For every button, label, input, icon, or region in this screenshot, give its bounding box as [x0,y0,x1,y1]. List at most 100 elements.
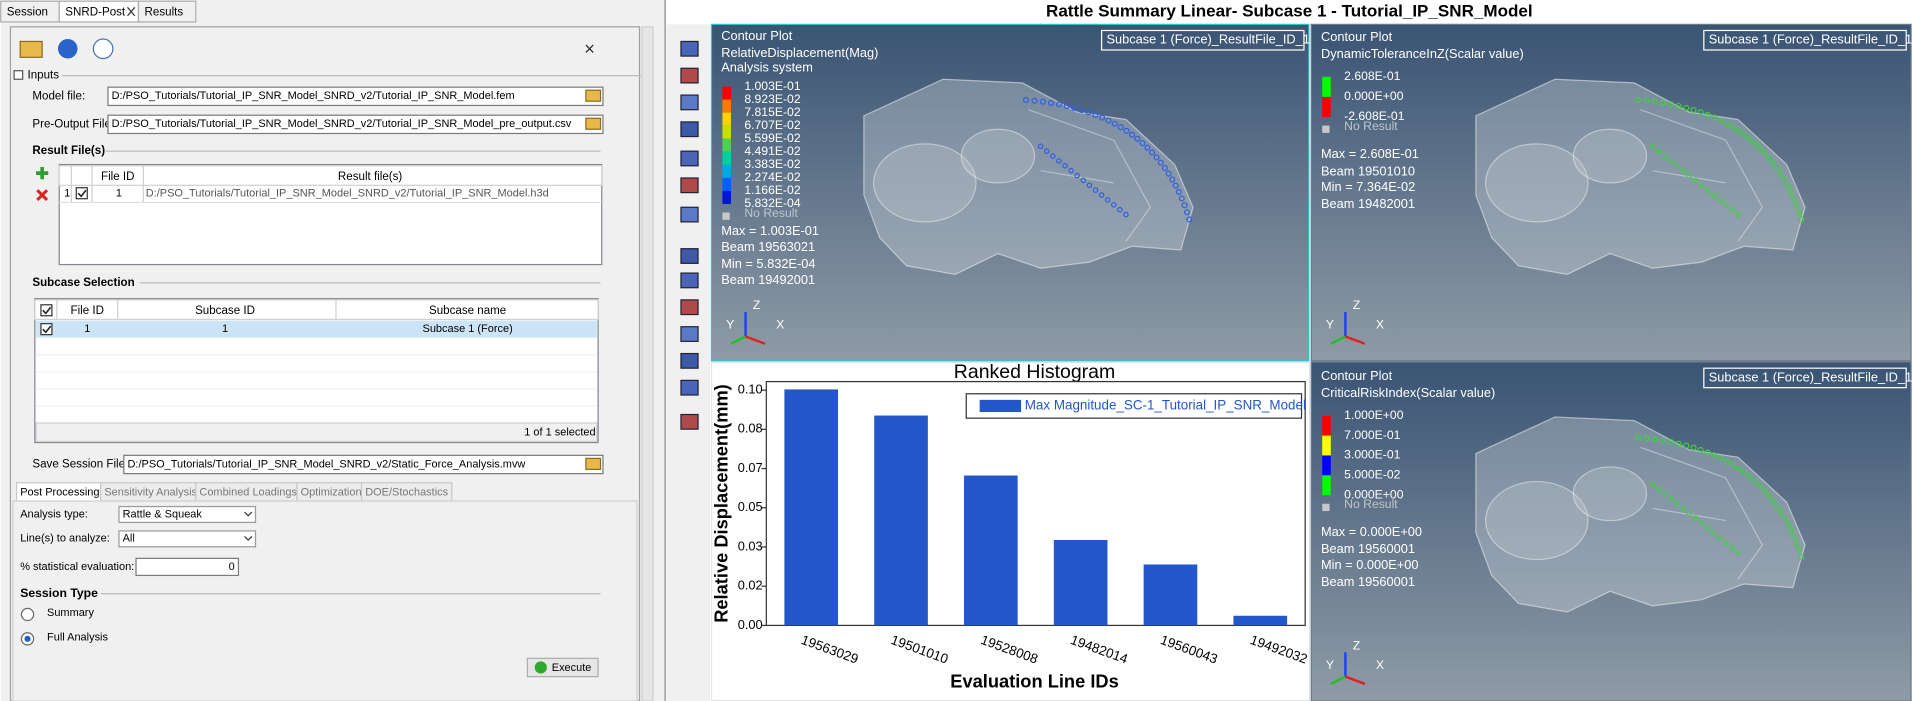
tool-icon[interactable] [680,206,699,223]
tab-label[interactable]: DOE/Stochastics [365,486,448,498]
dropdown[interactable] [118,505,257,524]
model-dot [1710,529,1717,536]
browse-icon[interactable] [585,89,602,102]
execute-button[interactable] [526,657,599,678]
tab-label[interactable]: Combined Loadings [199,486,297,498]
triad-label: X [1376,318,1384,332]
model-dot [1184,209,1191,216]
model-dot [1710,192,1717,198]
tool-icon[interactable] [680,67,699,84]
browse-icon[interactable] [585,457,602,470]
model-part [1640,109,1764,242]
checkbox[interactable] [40,323,53,336]
viewport-bg[interactable] [710,23,1310,362]
radio[interactable] [20,607,35,622]
tool-icon[interactable] [680,150,699,167]
viewport-bg[interactable] [1310,23,1912,362]
tab-label[interactable]: Post Processing [20,486,99,498]
legend-label: 3.000E-01 [1344,448,1400,462]
model-dot [1660,437,1667,444]
viewport-bg[interactable] [1310,361,1912,701]
model-dot [1761,487,1768,494]
model-dot [1080,177,1087,184]
checkbox[interactable] [75,187,88,200]
model-dot [1129,131,1136,138]
table-header [58,165,603,186]
model-dot [1735,465,1742,472]
tab-label[interactable]: Sensitivity Analysis [104,486,197,498]
tool-icon[interactable] [680,177,699,194]
selected-row[interactable] [36,320,597,338]
bar [1233,615,1288,626]
tab-label[interactable]: Session [7,6,48,18]
tab-label[interactable]: Results [145,6,184,18]
model-dot [1704,449,1711,456]
section-title: Result File(s) [32,145,105,157]
open-icon[interactable] [19,40,43,58]
collapse-box[interactable] [13,70,24,80]
model [1475,416,1806,613]
checkbox[interactable] [40,304,53,317]
legend-label: 7.815E-02 [744,105,800,119]
tool-icon[interactable] [680,326,699,342]
status: 1 of 1 selected [524,427,595,439]
tool-icon[interactable] [680,248,699,264]
tool-icon[interactable] [680,40,699,57]
legend-label: 7.000E-01 [1344,428,1400,442]
viewport: Subcase 1 (Force)_ResultFile_ID_1 Contour… [710,23,1310,362]
model-dot [1746,135,1753,142]
text-field[interactable] [107,86,604,107]
column-header: File ID [101,171,134,183]
model-dot [1123,211,1129,218]
model-dot [1098,192,1105,198]
model-dot [1175,188,1182,196]
tool-icon[interactable] [680,379,699,396]
bar [1143,564,1198,626]
dropdown[interactable] [118,530,257,548]
model-dot [1181,202,1188,209]
tool-icon[interactable] [680,121,699,138]
tool-icon[interactable] [680,94,699,111]
subcase-box [1100,29,1305,51]
model-dot [1634,434,1642,441]
subcase-box [1703,367,1907,389]
model-dot [1111,120,1118,127]
model-dot [1680,505,1686,512]
model-dot [1692,177,1699,184]
text-field[interactable] [135,557,240,577]
legend-label: 6.707E-02 [744,118,800,132]
model-dot [1643,435,1650,442]
y-tick-label: 0.05 [738,499,763,514]
help-icon[interactable] [58,39,78,59]
model-dot [1674,162,1680,169]
model-dot [1071,104,1078,111]
tool-icon[interactable] [680,352,699,369]
subcase-table [34,298,599,444]
triad-label: Z [753,298,761,312]
model-dot [1104,197,1111,203]
plot-frame [765,380,1306,627]
tool-icon[interactable] [680,272,699,289]
button-label[interactable]: Execute [552,662,592,674]
model-dot [1022,96,1030,104]
model-dot [1050,153,1056,159]
model-dot [1074,172,1080,179]
model-dot [1039,98,1046,105]
tab-label[interactable]: SNRD-Post [65,6,126,18]
model-dot [1711,452,1718,459]
tool-icon[interactable] [680,413,699,430]
tab[interactable] [137,0,197,23]
browse-icon[interactable] [585,117,602,130]
add-icon[interactable] [36,167,49,180]
tab-label[interactable]: Optimization [301,486,362,498]
model-dot [1668,495,1674,502]
subcase-label: Subcase 1 (Force)_ResultFile_ID_1 [1709,369,1912,384]
model-dot [1662,153,1668,159]
info-icon[interactable] [92,38,114,60]
remove-icon[interactable] [36,189,49,202]
tool-icon[interactable] [680,299,699,316]
model-dot [1741,131,1748,138]
field-label: Line(s) to analyze: [20,533,110,545]
text-field[interactable] [123,454,604,475]
text-field[interactable] [107,114,604,135]
